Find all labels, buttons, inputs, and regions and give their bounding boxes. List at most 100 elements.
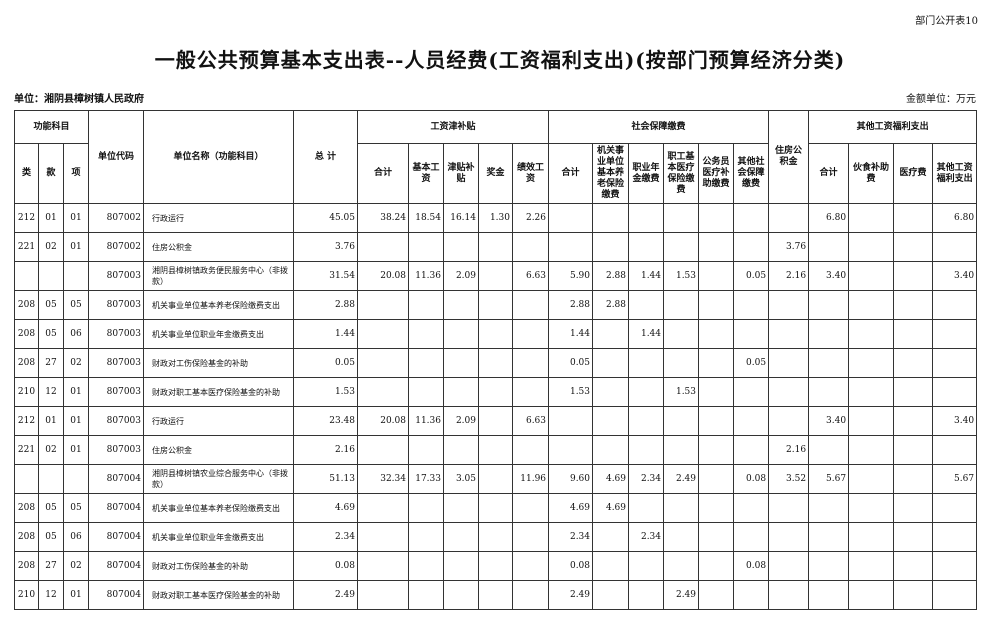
table-cell xyxy=(893,435,934,465)
table-cell xyxy=(592,319,630,349)
table-cell xyxy=(848,377,895,407)
table-cell: 2.26 xyxy=(511,203,550,233)
table-cell xyxy=(698,551,735,581)
table-cell xyxy=(408,319,444,349)
table-cell: 1.44 xyxy=(548,319,594,349)
table-cell: 2.49 xyxy=(663,580,700,610)
table-row: 208 05 06 807003 机关事业单位职业年金缴费支出 1.44 1.44 1.44 xyxy=(14,319,978,349)
table-cell xyxy=(893,464,934,494)
table-cell: 4.69 xyxy=(592,464,630,494)
table-cell xyxy=(932,522,978,552)
table-cell xyxy=(357,377,409,407)
table-cell: 湘阴县樟树镇农业综合服务中心（非拨款） xyxy=(143,464,294,494)
table-cell: 06 xyxy=(63,319,89,349)
table-cell: 2.16 xyxy=(768,261,810,291)
table-cell: 5.67 xyxy=(932,464,978,494)
header-medfee: 医疗费 xyxy=(893,143,934,204)
table-cell: 01 xyxy=(63,435,89,465)
table-cell: 1.53 xyxy=(663,261,700,291)
table-cell: 1.53 xyxy=(293,377,358,407)
table-cell xyxy=(478,319,513,349)
table-cell: 11.36 xyxy=(408,406,444,436)
table-cell xyxy=(628,406,665,436)
table-cell xyxy=(628,348,665,378)
table-cell xyxy=(408,348,444,378)
table-cell: 212 xyxy=(14,203,39,233)
table-cell xyxy=(733,319,770,349)
table-cell xyxy=(848,435,895,465)
table-cell: 0.05 xyxy=(733,348,770,378)
table-cell xyxy=(511,435,550,465)
table-cell: 05 xyxy=(63,290,89,320)
table-cell xyxy=(932,493,978,523)
table-cell xyxy=(592,203,630,233)
table-cell: 3.40 xyxy=(808,261,850,291)
header-basic: 基本工资 xyxy=(408,143,444,204)
table-cell xyxy=(808,290,850,320)
table-cell xyxy=(733,435,770,465)
table-cell xyxy=(733,290,770,320)
table-cell xyxy=(14,464,39,494)
table-cell xyxy=(592,522,630,552)
table-cell xyxy=(63,464,89,494)
table-cell xyxy=(357,232,409,262)
table-row: 221 02 01 807002 住房公积金 3.76 3.76 xyxy=(14,232,978,262)
table-cell xyxy=(63,261,89,291)
table-cell: 208 xyxy=(14,522,39,552)
header-social-sum: 合计 xyxy=(548,143,594,204)
table-cell xyxy=(592,580,630,610)
table-cell xyxy=(511,580,550,610)
table-cell xyxy=(698,203,735,233)
table-cell xyxy=(443,580,479,610)
table-cell xyxy=(408,232,444,262)
table-cell: 12 xyxy=(38,580,64,610)
table-cell: 807003 xyxy=(88,319,144,349)
table-cell: 9.60 xyxy=(548,464,594,494)
table-cell xyxy=(932,290,978,320)
table-cell: 0.08 xyxy=(548,551,594,581)
table-cell xyxy=(628,290,665,320)
table-row: 208 05 06 807004 机关事业单位职业年金缴费支出 2.34 2.34 2.34 xyxy=(14,522,978,552)
table-cell xyxy=(628,203,665,233)
header-social: 社会保障缴费 xyxy=(548,110,770,144)
table-cell xyxy=(893,348,934,378)
table-cell xyxy=(698,319,735,349)
table-cell: 212 xyxy=(14,406,39,436)
table-cell xyxy=(848,522,895,552)
header-lei: 类 xyxy=(14,143,39,204)
table-cell: 807002 xyxy=(88,203,144,233)
table-cell: 807003 xyxy=(88,406,144,436)
table-cell: 财政对工伤保险基金的补助 xyxy=(143,348,294,378)
table-cell: 20.08 xyxy=(357,261,409,291)
table-number: 部门公开表10 xyxy=(915,16,978,27)
table-cell: 1.30 xyxy=(478,203,513,233)
table-cell xyxy=(932,232,978,262)
page-title: 一般公共预算基本支出表--人员经费(工资福利支出)(按部门预算经济分类) xyxy=(154,48,846,72)
table-row: 208 05 05 807003 机关事业单位基本养老保险缴费支出 2.88 2.88 2.8… xyxy=(14,290,978,320)
table-cell: 06 xyxy=(63,522,89,552)
table-cell: 住房公积金 xyxy=(143,232,294,262)
table-cell: 2.49 xyxy=(548,580,594,610)
table-cell xyxy=(628,580,665,610)
table-cell: 2.09 xyxy=(443,406,479,436)
table-cell xyxy=(848,232,895,262)
table-cell: 2.88 xyxy=(592,261,630,291)
table-cell: 807004 xyxy=(88,580,144,610)
table-cell xyxy=(698,232,735,262)
table-cell xyxy=(443,435,479,465)
table-cell: 02 xyxy=(63,551,89,581)
table-cell xyxy=(663,203,700,233)
table-cell xyxy=(808,493,850,523)
table-cell: 51.13 xyxy=(293,464,358,494)
table-cell xyxy=(478,232,513,262)
table-cell: 2.34 xyxy=(548,522,594,552)
table-cell: 02 xyxy=(38,232,64,262)
table-cell xyxy=(408,435,444,465)
table-cell xyxy=(357,580,409,610)
header-housing: 住房公积金 xyxy=(768,110,810,204)
table-cell xyxy=(808,435,850,465)
table-cell xyxy=(768,580,810,610)
header-medical: 职工基本医疗保险缴费 xyxy=(663,143,700,204)
table-cell xyxy=(357,551,409,581)
table-cell xyxy=(848,290,895,320)
